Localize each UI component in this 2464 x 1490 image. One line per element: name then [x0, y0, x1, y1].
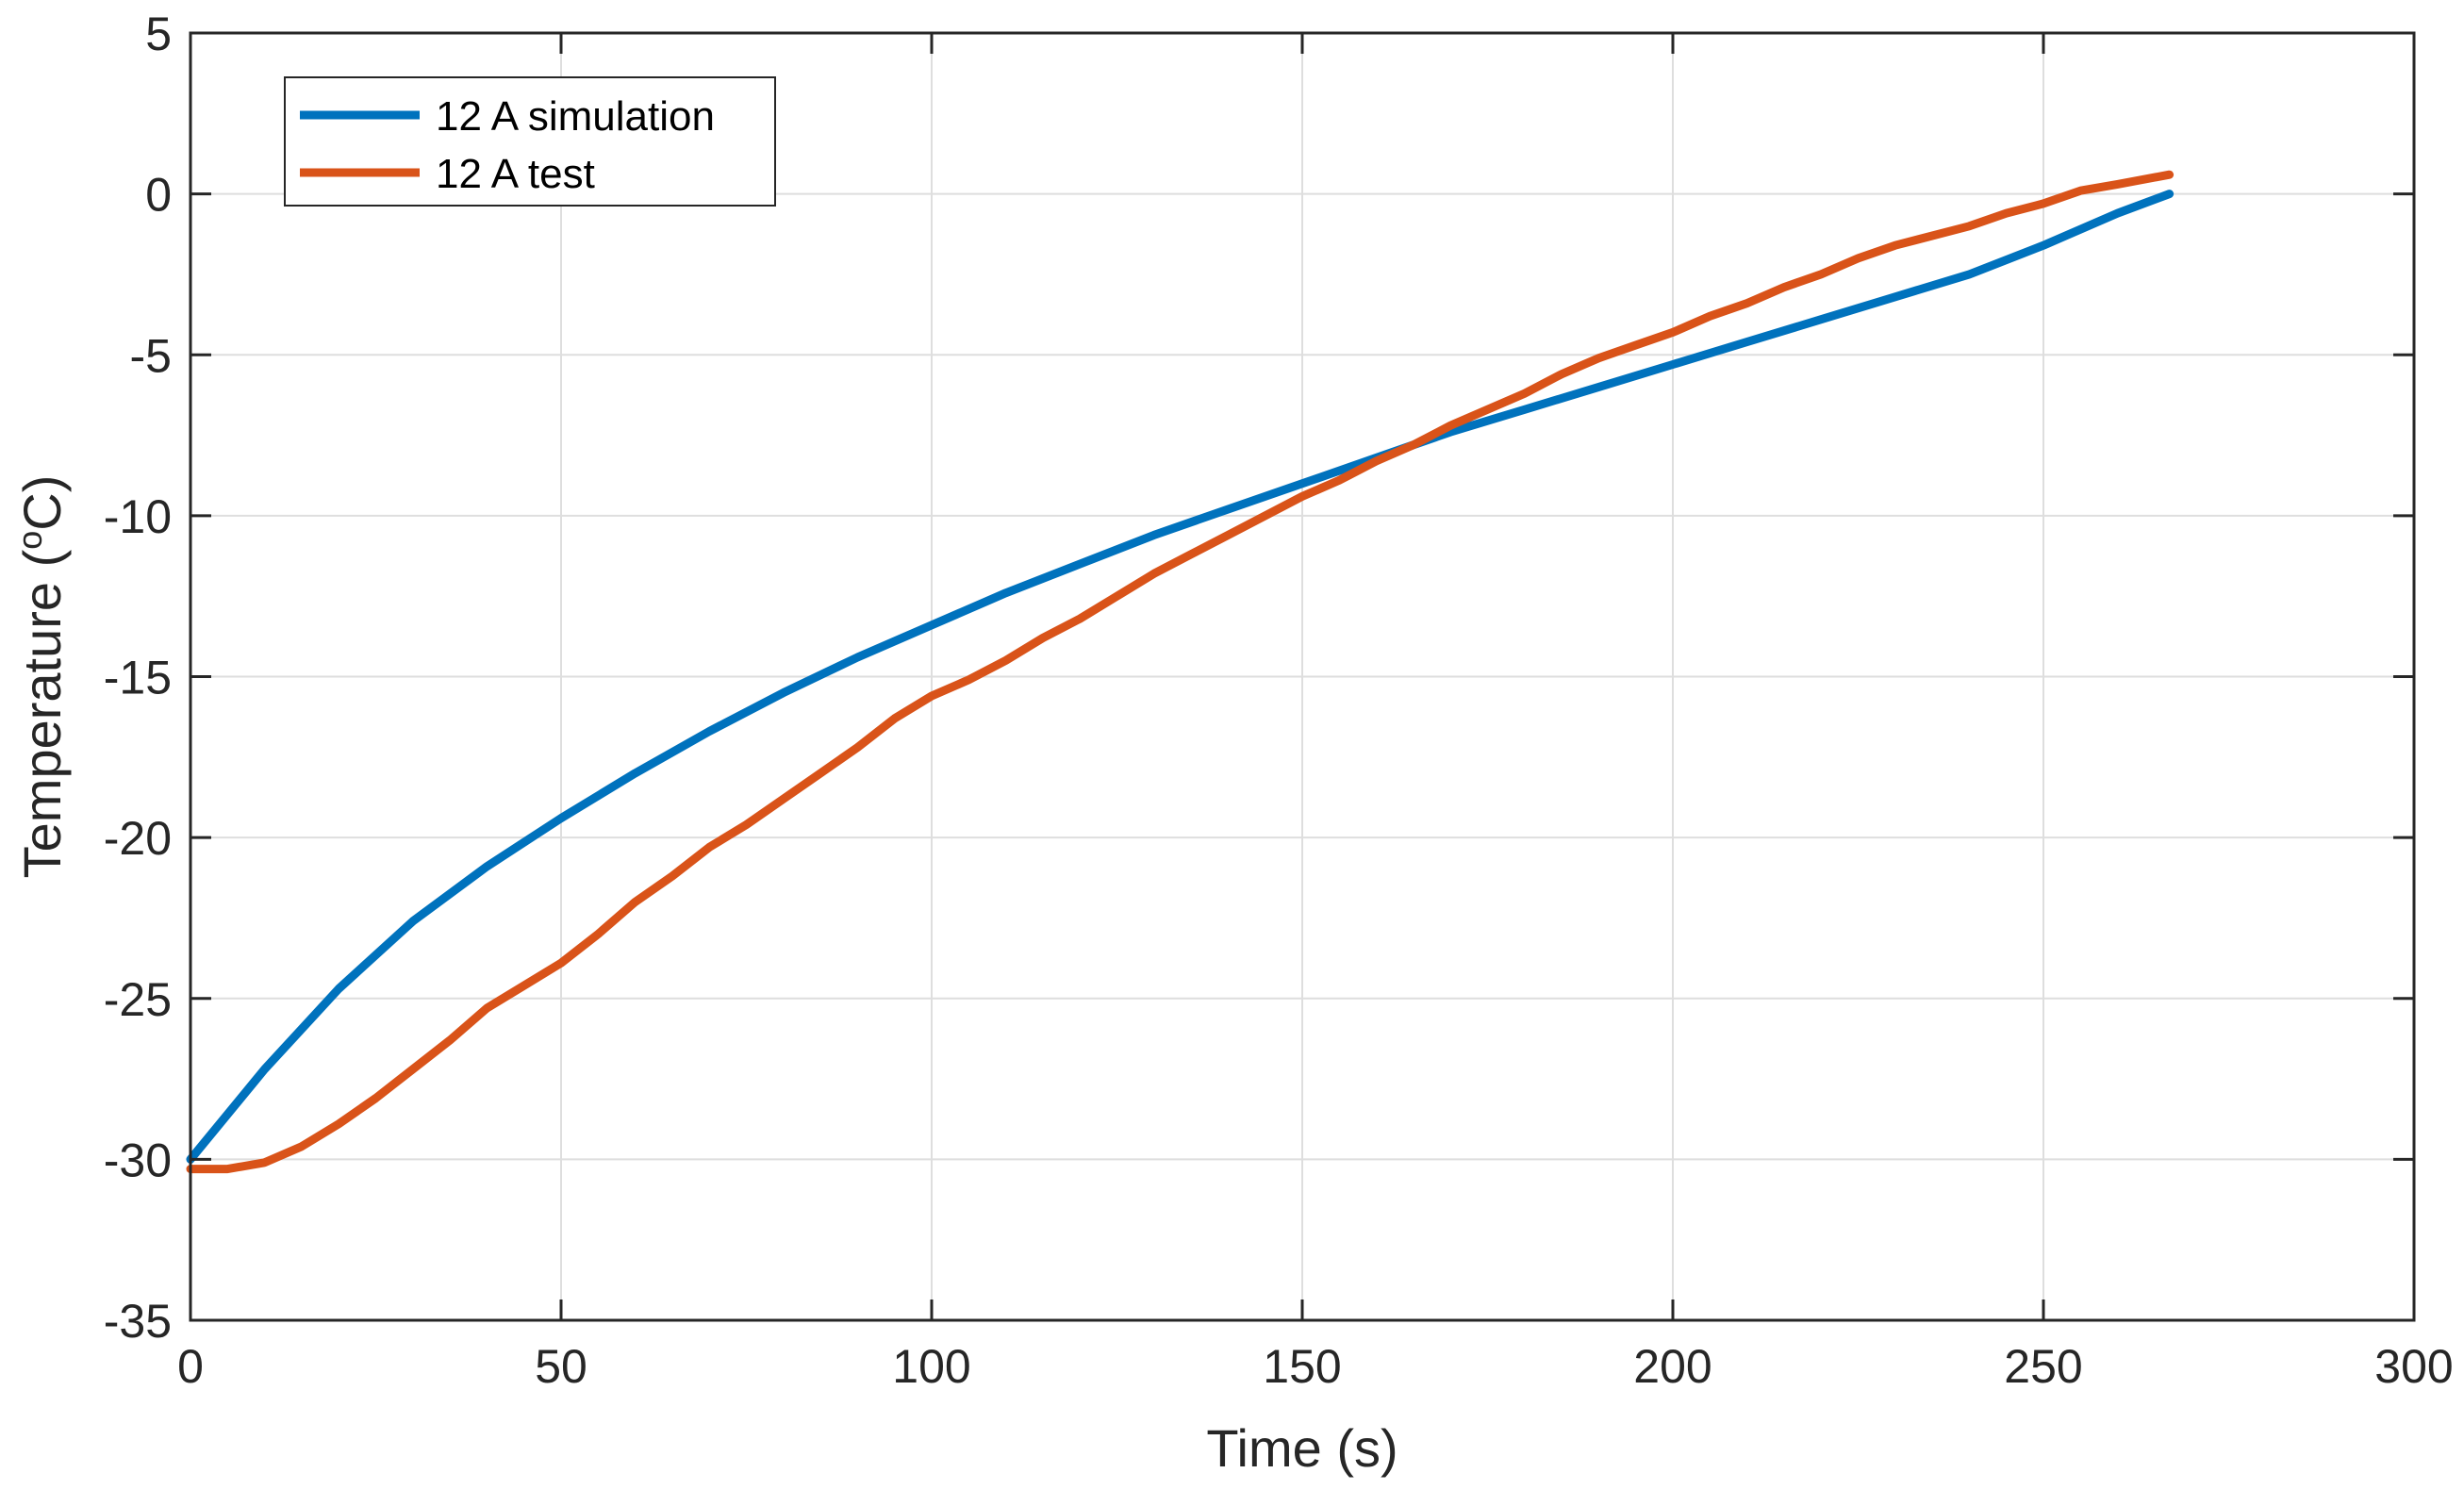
- y-tick-label: 0: [145, 169, 172, 222]
- series-group: [186, 170, 2175, 1174]
- y-tick-label: -30: [104, 1134, 172, 1186]
- y-axis-title: Temperature (oC): [10, 475, 73, 879]
- y-tick-label: -15: [104, 652, 172, 704]
- legend-box: [284, 76, 776, 207]
- legend-label-test: 12 A test: [436, 151, 595, 197]
- series-line-test: [186, 170, 2175, 1174]
- x-tick-label: 300: [2374, 1340, 2453, 1393]
- x-tick-label: 100: [892, 1340, 970, 1393]
- y-tick-label: 5: [145, 8, 172, 60]
- x-tick-label: 0: [177, 1340, 204, 1393]
- x-tick-label: 250: [2004, 1340, 2082, 1393]
- y-tick-label: -25: [104, 973, 172, 1026]
- y-axis-title-unit: C): [12, 475, 72, 531]
- series-line-simulation: [186, 190, 2175, 1164]
- y-tick-label: -20: [104, 812, 172, 865]
- y-axis-title-main: Temperature (: [12, 549, 72, 878]
- x-tick-label: 50: [535, 1340, 587, 1393]
- x-tick-label: 150: [1263, 1340, 1341, 1393]
- y-tick-label: -5: [130, 329, 172, 382]
- y-axis-title-superscript: o: [10, 531, 49, 550]
- y-tick-label: -35: [104, 1295, 172, 1348]
- legend-label-simulation: 12 A simulation: [436, 93, 715, 140]
- legend: 12 A simulation 12 A test: [284, 76, 776, 207]
- x-axis-title: Time (s): [1206, 1418, 1397, 1478]
- y-tick-label: -10: [104, 490, 172, 543]
- x-tick-label: 200: [1633, 1340, 1712, 1393]
